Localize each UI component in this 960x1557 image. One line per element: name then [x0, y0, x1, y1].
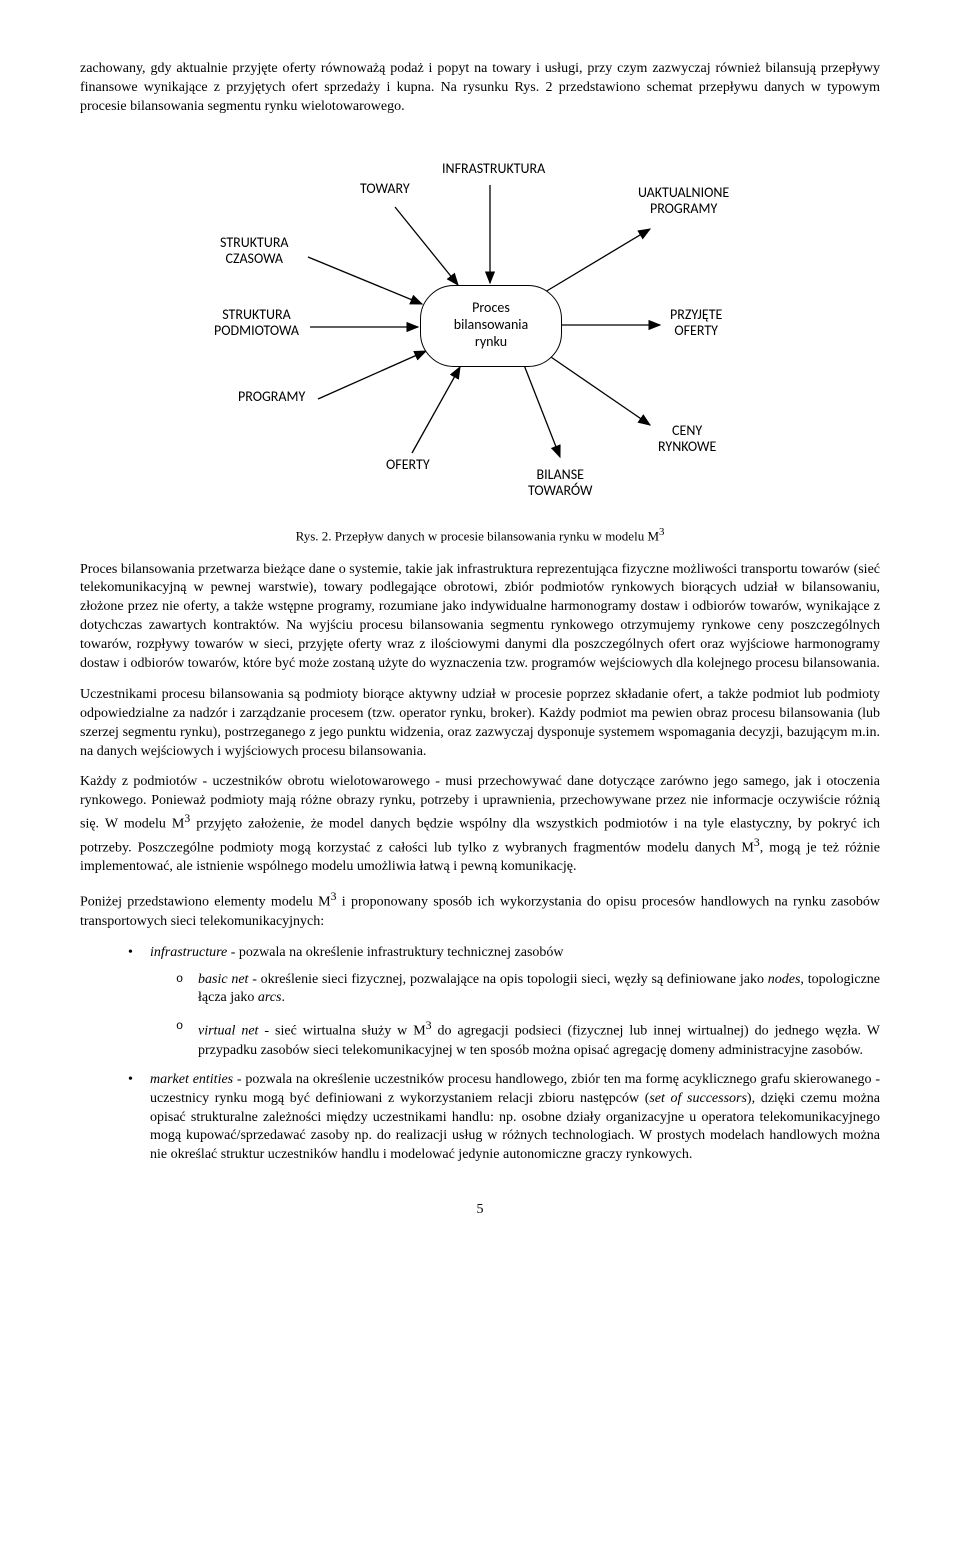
p4-part-a: Poniżej przedstawiono elementy modelu M: [80, 895, 331, 910]
market-entities-label: market entities: [150, 1072, 233, 1087]
bullet-infra-rest: - pozwala na określenie infrastruktury t…: [227, 945, 563, 960]
label-uaktualnione: UAKTUALNIONEPROGRAMY: [638, 185, 729, 217]
infrastructure-sublist: basic net - określenie sieci fizycznej, …: [176, 971, 880, 1061]
paragraph-2: Uczestnikami procesu bilansowania są pod…: [80, 686, 880, 762]
label-programy: PROGRAMY: [238, 389, 305, 405]
label-towary: TOWARY: [360, 181, 410, 197]
paragraph-4: Poniżej przedstawiono elementy modelu M3…: [80, 889, 880, 931]
intro-paragraph: zachowany, gdy aktualnie przyjęte oferty…: [80, 60, 880, 117]
diagram-container: Procesbilansowaniarynku TOWARY INFRASTRU…: [80, 137, 880, 517]
sub-basic-net: basic net - określenie sieci fizycznej, …: [176, 971, 880, 1009]
virtual-net-label: virtual net: [198, 1024, 258, 1039]
label-infrastruktura: INFRASTRUKTURA: [442, 161, 545, 177]
sub-virtual-net: virtual net - sieć wirtualna służy w M3 …: [176, 1018, 880, 1060]
paragraph-3: Każdy z podmiotów - uczestników obrotu w…: [80, 773, 880, 877]
figure-caption: Rys. 2. Przepływ danych w procesie bilan…: [80, 525, 880, 545]
page-number: 5: [80, 1201, 880, 1220]
caption-prefix: Rys. 2.: [296, 528, 335, 543]
elements-list: infrastructure - pozwala na określenie i…: [128, 944, 880, 1166]
caption-sup: 3: [659, 526, 664, 538]
label-przyjete: PRZYJĘTEOFERTY: [670, 307, 722, 339]
center-node: Procesbilansowaniarynku: [420, 285, 562, 367]
flow-diagram: Procesbilansowaniarynku TOWARY INFRASTRU…: [160, 137, 800, 517]
label-struktura-podm: STRUKTURAPODMIOTOWA: [214, 307, 299, 339]
label-ceny: CENYRYNKOWE: [658, 423, 716, 455]
arcs-term: arcs: [258, 990, 282, 1005]
label-struktura-czas: STRUKTURACZASOWA: [220, 235, 289, 267]
bullet-market-entities: market entities - pozwala na określenie …: [128, 1071, 880, 1165]
paragraph-1: Proces bilansowania przetwarza bieżące d…: [80, 561, 880, 674]
basic-net-text-c: .: [281, 990, 285, 1005]
bullet-infrastructure: infrastructure - pozwala na określenie i…: [128, 944, 880, 1061]
set-of-successors-term: set of successors: [649, 1091, 747, 1106]
label-bilanse: BILANSETOWARÓW: [528, 467, 593, 499]
nodes-term: nodes: [768, 972, 801, 987]
virtual-net-text-a: - sieć wirtualna służy w M: [258, 1024, 425, 1039]
basic-net-label: basic net: [198, 972, 248, 987]
label-oferty: OFERTY: [386, 457, 430, 473]
caption-text: Przepływ danych w procesie bilansowania …: [335, 528, 659, 543]
basic-net-text-a: - określenie sieci fizycznej, pozwalając…: [248, 972, 767, 987]
bullet-infra-label: infrastructure: [150, 945, 227, 960]
